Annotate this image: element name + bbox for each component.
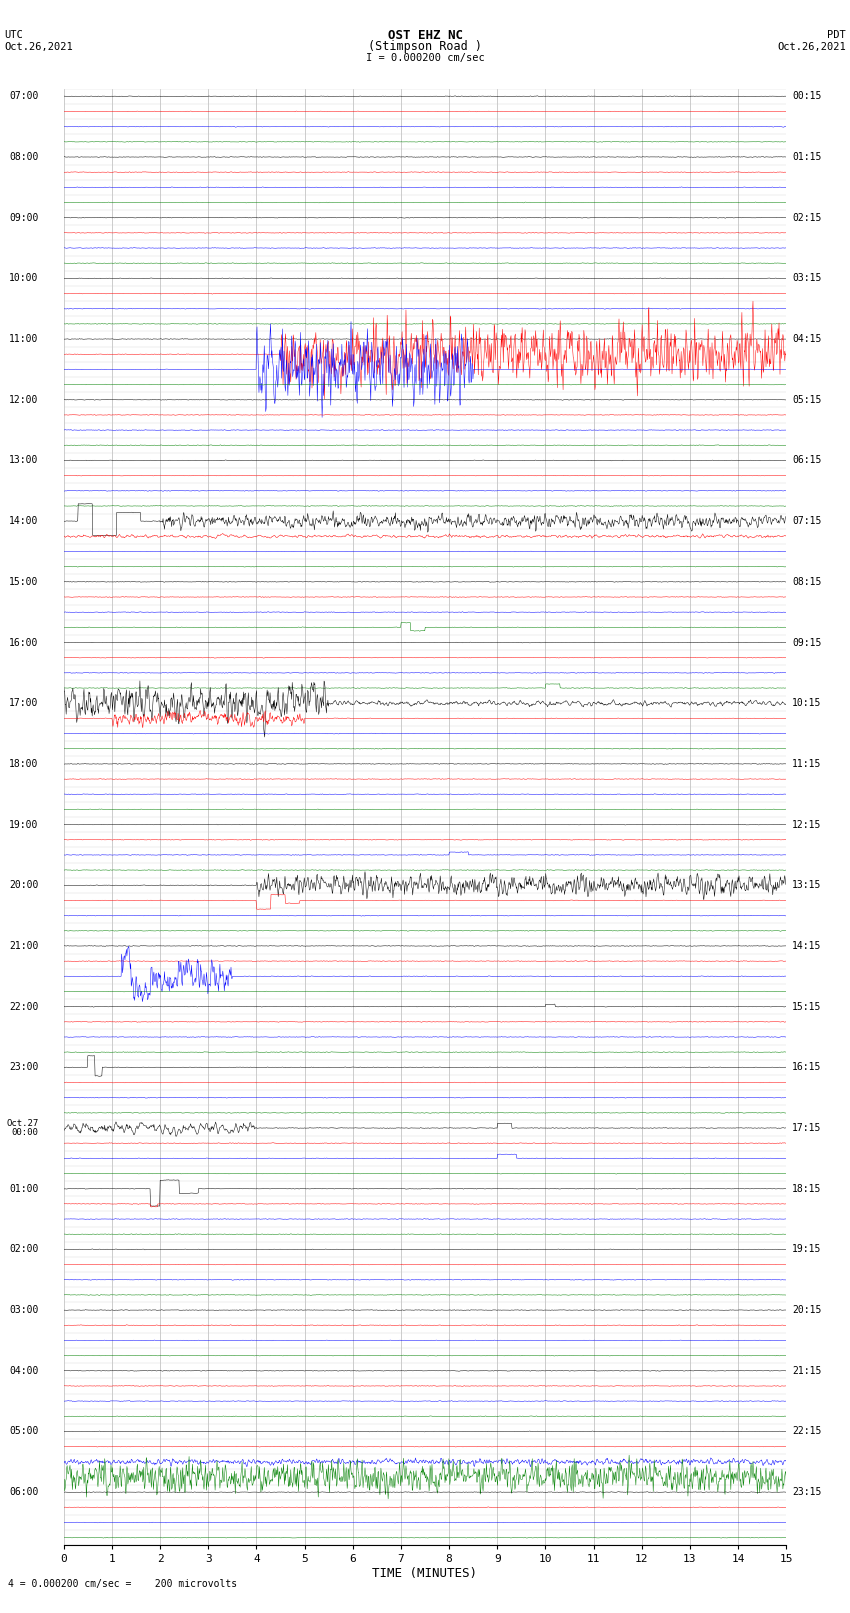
Text: (Stimpson Road ): (Stimpson Road ) bbox=[368, 40, 482, 53]
Text: 01:15: 01:15 bbox=[792, 152, 821, 161]
Text: 15:15: 15:15 bbox=[792, 1002, 821, 1011]
Text: 23:00: 23:00 bbox=[9, 1063, 38, 1073]
Text: 19:15: 19:15 bbox=[792, 1244, 821, 1255]
Text: 18:00: 18:00 bbox=[9, 758, 38, 769]
Text: 14:15: 14:15 bbox=[792, 940, 821, 952]
Text: 20:00: 20:00 bbox=[9, 881, 38, 890]
Text: 16:15: 16:15 bbox=[792, 1063, 821, 1073]
Text: 00:00: 00:00 bbox=[12, 1127, 38, 1137]
Text: 02:15: 02:15 bbox=[792, 213, 821, 223]
Text: 05:00: 05:00 bbox=[9, 1426, 38, 1437]
Text: 13:00: 13:00 bbox=[9, 455, 38, 466]
Text: 07:00: 07:00 bbox=[9, 92, 38, 102]
Text: 09:15: 09:15 bbox=[792, 637, 821, 647]
Text: 19:00: 19:00 bbox=[9, 819, 38, 829]
Text: 11:15: 11:15 bbox=[792, 758, 821, 769]
Text: 15:00: 15:00 bbox=[9, 577, 38, 587]
Text: Oct.26,2021: Oct.26,2021 bbox=[777, 42, 846, 52]
Text: 03:15: 03:15 bbox=[792, 273, 821, 284]
Text: Oct.27: Oct.27 bbox=[6, 1119, 38, 1127]
Text: 07:15: 07:15 bbox=[792, 516, 821, 526]
Text: 20:15: 20:15 bbox=[792, 1305, 821, 1315]
Text: 09:00: 09:00 bbox=[9, 213, 38, 223]
Text: 23:15: 23:15 bbox=[792, 1487, 821, 1497]
Text: 08:00: 08:00 bbox=[9, 152, 38, 161]
Text: 22:00: 22:00 bbox=[9, 1002, 38, 1011]
Text: 02:00: 02:00 bbox=[9, 1244, 38, 1255]
Text: 21:15: 21:15 bbox=[792, 1366, 821, 1376]
X-axis label: TIME (MINUTES): TIME (MINUTES) bbox=[372, 1568, 478, 1581]
Text: 11:00: 11:00 bbox=[9, 334, 38, 344]
Text: 04:15: 04:15 bbox=[792, 334, 821, 344]
Text: 04:00: 04:00 bbox=[9, 1366, 38, 1376]
Text: 08:15: 08:15 bbox=[792, 577, 821, 587]
Text: 21:00: 21:00 bbox=[9, 940, 38, 952]
Text: 06:15: 06:15 bbox=[792, 455, 821, 466]
Text: UTC: UTC bbox=[4, 31, 23, 40]
Text: 10:15: 10:15 bbox=[792, 698, 821, 708]
Text: 01:00: 01:00 bbox=[9, 1184, 38, 1194]
Text: OST EHZ NC: OST EHZ NC bbox=[388, 29, 462, 42]
Text: 18:15: 18:15 bbox=[792, 1184, 821, 1194]
Text: 00:15: 00:15 bbox=[792, 92, 821, 102]
Text: PDT: PDT bbox=[827, 31, 846, 40]
Text: 12:15: 12:15 bbox=[792, 819, 821, 829]
Text: 17:00: 17:00 bbox=[9, 698, 38, 708]
Text: 10:00: 10:00 bbox=[9, 273, 38, 284]
Text: I = 0.000200 cm/sec: I = 0.000200 cm/sec bbox=[366, 53, 484, 63]
Text: 14:00: 14:00 bbox=[9, 516, 38, 526]
Text: 22:15: 22:15 bbox=[792, 1426, 821, 1437]
Text: 05:15: 05:15 bbox=[792, 395, 821, 405]
Text: 17:15: 17:15 bbox=[792, 1123, 821, 1132]
Text: Oct.26,2021: Oct.26,2021 bbox=[4, 42, 73, 52]
Text: 13:15: 13:15 bbox=[792, 881, 821, 890]
Text: 12:00: 12:00 bbox=[9, 395, 38, 405]
Text: 06:00: 06:00 bbox=[9, 1487, 38, 1497]
Text: 4 = 0.000200 cm/sec =    200 microvolts: 4 = 0.000200 cm/sec = 200 microvolts bbox=[8, 1579, 238, 1589]
Text: 16:00: 16:00 bbox=[9, 637, 38, 647]
Text: 03:00: 03:00 bbox=[9, 1305, 38, 1315]
